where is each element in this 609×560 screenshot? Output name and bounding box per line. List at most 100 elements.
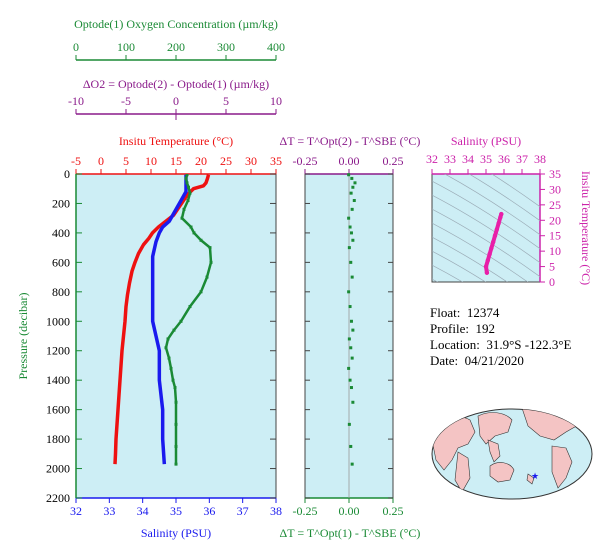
oxygen-point-0	[185, 174, 189, 177]
oxygen-tick-label-0: 0	[73, 40, 79, 54]
ts-point-7	[494, 227, 499, 232]
ts-contour-4	[432, 194, 540, 264]
pressure-tick-label-11: 2200	[46, 491, 70, 505]
salinity-tick-label-3: 35	[170, 504, 182, 518]
float-value: 12374	[466, 305, 500, 320]
location-label: Location:	[430, 337, 480, 352]
oxygen-point-21	[169, 366, 173, 370]
delta-t-point-25	[347, 422, 351, 426]
delta-t-bottom-tick-label-2: 0.25	[383, 504, 404, 518]
pressure-tick-label-7: 1400	[46, 373, 70, 387]
oxygen-point-1	[184, 176, 188, 180]
delta-t-point-4	[349, 191, 353, 195]
delta-o2-tick-label-4: 10	[270, 94, 282, 108]
delta-t-point-6	[350, 207, 354, 211]
ts-x-tick-label-5: 37	[516, 152, 528, 166]
pressure-axis-ticks: 0 200 400 600 800 1000 1200 1400 1600 1800 2000 220…	[46, 167, 276, 505]
salinity-tick-label-1: 33	[103, 504, 115, 518]
ts-x-tick-label-1: 33	[444, 152, 456, 166]
ts-contour-3	[432, 180, 540, 250]
oxygen-point-7	[180, 216, 184, 220]
float-row: Float: 12374	[430, 305, 571, 321]
delta-t-point-7	[347, 216, 351, 220]
oxygen-point-15	[188, 305, 192, 309]
oxygen-tick-label-3: 300	[217, 40, 235, 54]
oxygen-point-16	[179, 319, 183, 323]
pressure-tick-label-4: 800	[52, 285, 70, 299]
delta-t-point-14	[347, 290, 351, 294]
pressure-tick-label-3: 600	[52, 255, 70, 269]
pressure-tick-label-9: 1800	[46, 432, 70, 446]
delta-t-point-15	[348, 305, 352, 309]
ts-point-6	[492, 233, 498, 238]
main-series-group	[113, 174, 213, 466]
temperature-axis-ticks: -5 0 5 10 15 20 25 30 35	[71, 154, 282, 174]
oxygen-point-9	[192, 231, 196, 235]
delta-t-point-2	[353, 181, 357, 185]
temperature-tick-label-2: 5	[123, 154, 129, 168]
delta-t-point-8	[348, 225, 352, 229]
world-map-icon: ★	[431, 408, 593, 500]
delta-t-top-tick-label-2: 0.25	[383, 154, 404, 168]
temperature-tick-label-0: -5	[71, 154, 81, 168]
oxygen-point-8	[189, 225, 193, 229]
oxygen-point-11	[208, 246, 212, 250]
date-row: Date: 04/21/2020	[430, 353, 571, 369]
ts-point-8	[496, 221, 501, 226]
oxygen-point-3	[187, 185, 190, 189]
profile-row: Profile: 192	[430, 321, 571, 337]
oxygen-point-13	[205, 275, 209, 279]
delta-o2-tick-label-1: -5	[121, 94, 131, 108]
oxygen-point-6	[182, 207, 186, 211]
oxygen-tick-label-2: 200	[167, 40, 185, 54]
ts-point-1	[483, 264, 489, 269]
ts-y-tick-label-7: 35	[549, 167, 561, 181]
salinity-line	[150, 174, 188, 465]
ts-contour-5	[432, 208, 540, 278]
delta-t-point-13	[350, 275, 354, 279]
salinity-tick-label-4: 36	[203, 504, 215, 518]
temperature-tick-label-4: 15	[170, 154, 182, 168]
star-icon: ★	[531, 471, 539, 481]
ts-x-tick-label-0: 32	[426, 152, 438, 166]
pressure-tick-label-5: 1000	[46, 314, 70, 328]
oxygen-point-10	[199, 238, 203, 242]
profile-value: 192	[475, 321, 496, 336]
delta-t-point-22	[348, 378, 352, 382]
delta-t-point-21	[347, 366, 351, 370]
delta-o2-tick-label-0: -10	[68, 94, 84, 108]
pressure-axis-title: Pressure (decibar)	[16, 293, 30, 380]
temperature-tick-label-6: 25	[220, 154, 232, 168]
delta-t-point-26	[349, 444, 353, 448]
ts-temperature-axis-title: Insitu Temperature (°C)	[579, 171, 593, 285]
delta-t-point-11	[347, 246, 351, 250]
temperature-tick-label-1: 0	[98, 154, 104, 168]
salinity-tick-label-6: 38	[270, 504, 282, 518]
salinity-tick-label-5: 37	[237, 504, 249, 518]
float-label: Float:	[430, 305, 461, 320]
ts-x-tick-label-6: 38	[534, 152, 546, 166]
delta-t-point-20	[350, 356, 354, 360]
oxygen-point-5	[186, 199, 190, 203]
ts-contour-2	[444, 174, 540, 236]
date-value: 04/21/2020	[464, 353, 524, 368]
delta-t-point-1	[350, 176, 354, 180]
delta-t-point-9	[349, 231, 353, 235]
temperature-tick-label-7: 30	[245, 154, 257, 168]
delta-t-top-tick-label-0: -0.25	[293, 154, 318, 168]
delta-t-top-title: ΔT = T^Opt(2) - T^SBE (°C)	[280, 134, 421, 148]
delta-t-point-10	[351, 238, 355, 242]
ts-y-tick-label-1: 5	[549, 260, 555, 274]
oxygen-axis-ticks: 0 100 200 300 400	[73, 40, 285, 60]
oxygen-point-18	[166, 337, 170, 341]
delta-t-point-18	[347, 337, 351, 341]
oxygen-point-23	[173, 386, 177, 390]
location-row: Location: 31.9°S -122.3°E	[430, 337, 571, 353]
delta-t-bottom-title: ΔT = T^Opt(1) - T^SBE (°C)	[280, 526, 421, 540]
ts-y-tick-label-4: 20	[549, 213, 561, 227]
salinity-axis-title: Salinity (PSU)	[141, 526, 211, 540]
temperature-tick-label-5: 20	[195, 154, 207, 168]
